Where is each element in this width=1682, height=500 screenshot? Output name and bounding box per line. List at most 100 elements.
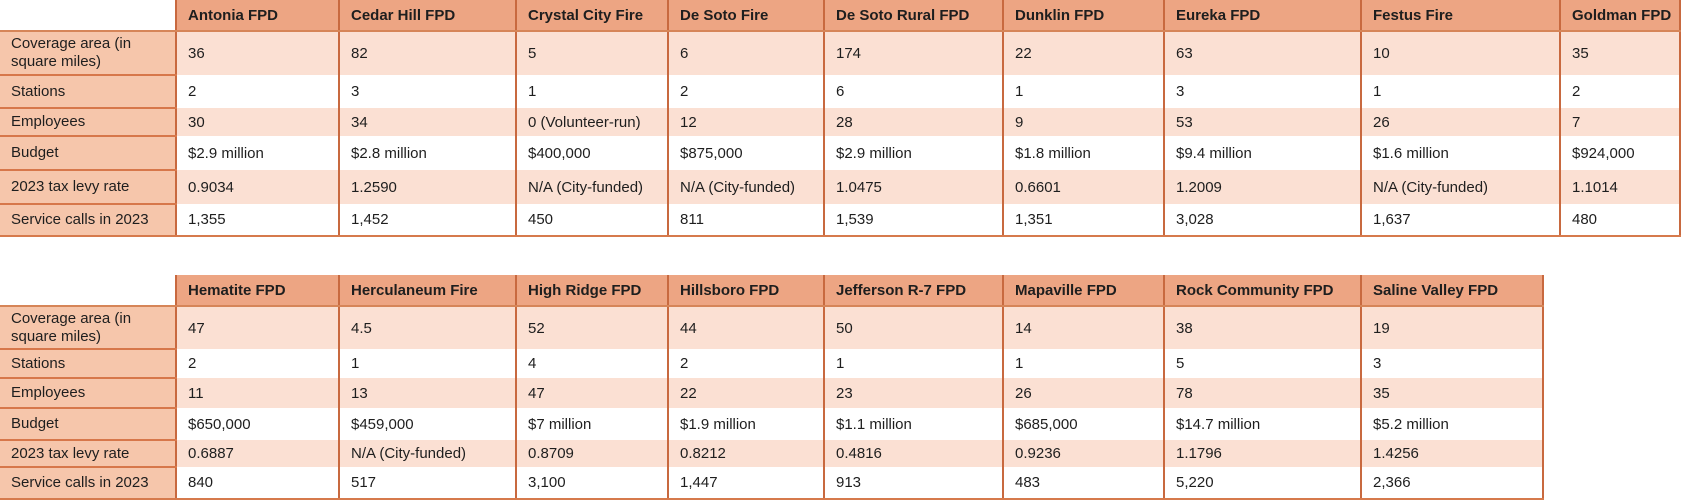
cell: 1,452 — [338, 204, 516, 237]
cell: 1.2009 — [1163, 170, 1361, 204]
row-label: Coverage area (in square miles) — [0, 306, 176, 350]
cell: 517 — [338, 467, 516, 500]
table-row-budget: Budget $2.9 million $2.8 million $400,00… — [0, 136, 1681, 171]
column-header: Antonia FPD — [175, 0, 339, 32]
cell: 1 — [1002, 75, 1164, 108]
cell: 480 — [1559, 204, 1681, 237]
cell: $2.8 million — [338, 136, 516, 170]
cell: $875,000 — [667, 136, 824, 170]
cell: $400,000 — [515, 136, 668, 170]
cell: 0.9034 — [175, 170, 339, 204]
column-header: Dunklin FPD — [1002, 0, 1164, 32]
corner-cell — [0, 275, 176, 307]
fire-district-table-1: Antonia FPD Cedar Hill FPD Crystal City … — [0, 0, 1681, 237]
cell: 22 — [1002, 31, 1164, 75]
cell: 28 — [823, 108, 1003, 136]
cell: 0.6887 — [175, 440, 339, 467]
column-header: De Soto Fire — [667, 0, 824, 32]
row-label: Coverage area (in square miles) — [0, 31, 176, 76]
fire-district-table-2: Hematite FPD Herculaneum Fire High Ridge… — [0, 275, 1544, 500]
cell: 13 — [338, 378, 516, 408]
cell: 1 — [1002, 349, 1164, 378]
cell: 5,220 — [1163, 467, 1361, 500]
column-header: Goldman FPD — [1559, 0, 1681, 32]
table-row-stations: Stations 2 1 4 2 1 1 5 3 — [0, 349, 1544, 379]
column-header: Cedar Hill FPD — [338, 0, 516, 32]
cell: 0.8212 — [667, 440, 824, 467]
cell: 483 — [1002, 467, 1164, 500]
row-label: Service calls in 2023 — [0, 204, 176, 237]
cell: 19 — [1360, 306, 1544, 349]
cell: $2.9 million — [823, 136, 1003, 170]
row-label: 2023 tax levy rate — [0, 170, 176, 205]
cell: 1,539 — [823, 204, 1003, 237]
cell: $5.2 million — [1360, 408, 1544, 440]
row-label: Employees — [0, 108, 176, 137]
cell: 811 — [667, 204, 824, 237]
column-header: Rock Community FPD — [1163, 275, 1361, 307]
cell: 0.9236 — [1002, 440, 1164, 467]
cell: 3 — [1163, 75, 1361, 108]
table-row-service-calls: Service calls in 2023 1,355 1,452 450 81… — [0, 204, 1681, 237]
table-row-employees: Employees 30 34 0 (Volunteer-run) 12 28 … — [0, 108, 1681, 137]
cell: 4.5 — [338, 306, 516, 349]
cell: 1 — [823, 349, 1003, 378]
cell: 52 — [515, 306, 668, 349]
cell: N/A (City-funded) — [667, 170, 824, 204]
column-header: High Ridge FPD — [515, 275, 668, 307]
column-header: Saline Valley FPD — [1360, 275, 1544, 307]
cell: 26 — [1002, 378, 1164, 408]
cell: 450 — [515, 204, 668, 237]
cell: 1 — [1360, 75, 1560, 108]
cell: 82 — [338, 31, 516, 75]
cell: 6 — [823, 75, 1003, 108]
cell: 4 — [515, 349, 668, 378]
cell: 3 — [1360, 349, 1544, 378]
corner-cell — [0, 0, 176, 32]
cell: N/A (City-funded) — [338, 440, 516, 467]
table-row-service-calls: Service calls in 2023 840 517 3,100 1,44… — [0, 467, 1544, 500]
cell: 2 — [667, 349, 824, 378]
cell: 0.8709 — [515, 440, 668, 467]
table-row-tax-levy: 2023 tax levy rate 0.6887 N/A (City-fund… — [0, 440, 1544, 468]
cell: 1.1014 — [1559, 170, 1681, 204]
cell: 0.6601 — [1002, 170, 1164, 204]
cell: 23 — [823, 378, 1003, 408]
cell: 35 — [1360, 378, 1544, 408]
cell: 12 — [667, 108, 824, 136]
cell: $9.4 million — [1163, 136, 1361, 170]
cell: 7 — [1559, 108, 1681, 136]
header-row: Hematite FPD Herculaneum Fire High Ridge… — [0, 275, 1544, 307]
cell: 840 — [175, 467, 339, 500]
row-label: Budget — [0, 408, 176, 441]
cell: 2 — [1559, 75, 1681, 108]
cell: 1,637 — [1360, 204, 1560, 237]
row-label: Stations — [0, 75, 176, 109]
cell: 35 — [1559, 31, 1681, 75]
cell: 174 — [823, 31, 1003, 75]
cell: 2 — [175, 75, 339, 108]
cell: 34 — [338, 108, 516, 136]
cell: $685,000 — [1002, 408, 1164, 440]
cell: 5 — [515, 31, 668, 75]
cell: 1 — [515, 75, 668, 108]
cell: 2,366 — [1360, 467, 1544, 500]
cell: 9 — [1002, 108, 1164, 136]
cell: 3 — [338, 75, 516, 108]
cell: 11 — [175, 378, 339, 408]
cell: $650,000 — [175, 408, 339, 440]
cell: 47 — [175, 306, 339, 349]
cell: 53 — [1163, 108, 1361, 136]
cell: 10 — [1360, 31, 1560, 75]
cell: $1.1 million — [823, 408, 1003, 440]
cell: 78 — [1163, 378, 1361, 408]
cell: 6 — [667, 31, 824, 75]
cell: 3,028 — [1163, 204, 1361, 237]
column-header: Festus Fire — [1360, 0, 1560, 32]
cell: N/A (City-funded) — [1360, 170, 1560, 204]
cell: $2.9 million — [175, 136, 339, 170]
table-row-coverage: Coverage area (in square miles) 47 4.5 5… — [0, 306, 1544, 350]
cell: 1,351 — [1002, 204, 1164, 237]
cell: 1.0475 — [823, 170, 1003, 204]
cell: $14.7 million — [1163, 408, 1361, 440]
